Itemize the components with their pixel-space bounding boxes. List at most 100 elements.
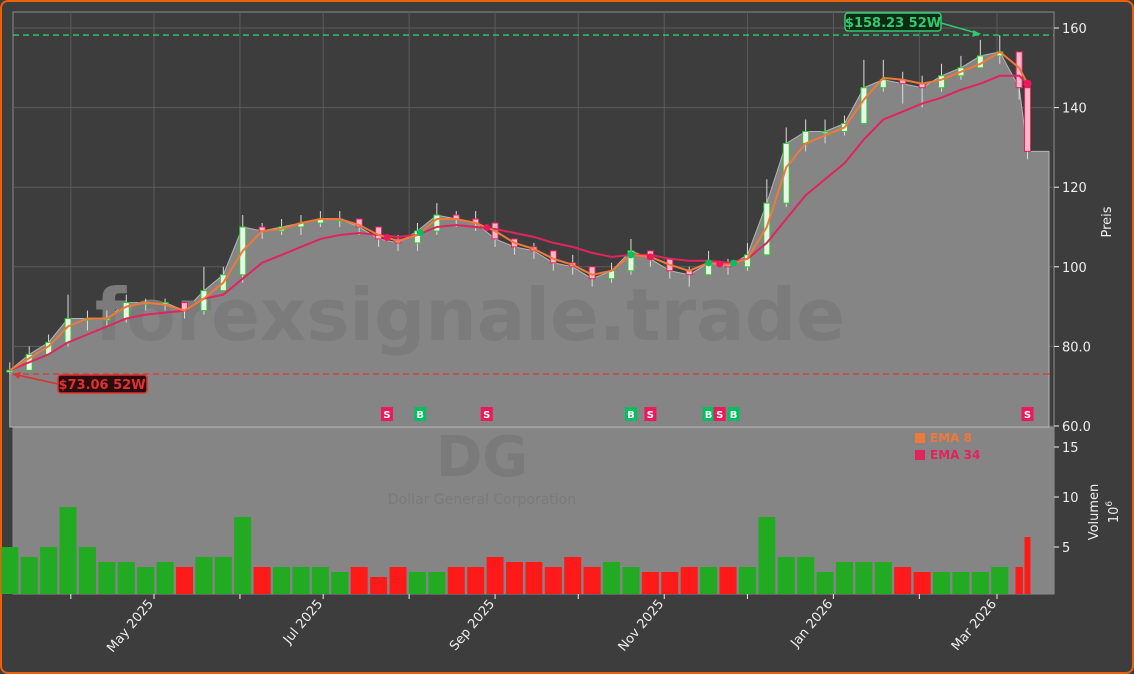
volume-bar <box>1 547 19 594</box>
price-tick-label: 100 <box>1062 261 1087 276</box>
legend-label-ema34: EMA 34 <box>930 448 980 462</box>
buy-signal-marker <box>702 407 715 421</box>
volume-bar <box>777 557 795 594</box>
volume-bar <box>137 567 155 594</box>
volume-bar <box>680 567 698 594</box>
volume-bar <box>234 517 252 594</box>
volume-bar <box>156 562 174 594</box>
legend-swatch-ema8 <box>915 433 925 443</box>
volume-bar <box>292 567 310 594</box>
volume-bar <box>486 557 504 594</box>
volume-bar <box>603 562 621 594</box>
crossover-dot <box>416 229 424 237</box>
volume-bar <box>59 507 77 594</box>
volume-bar <box>991 567 1009 594</box>
volume-bar <box>311 567 329 594</box>
volume-bar <box>564 557 582 594</box>
high-52w-label-box <box>844 12 942 32</box>
volume-bar <box>913 572 931 594</box>
x-tick-label: Nov 2025 <box>616 597 668 655</box>
candle-body <box>122 302 130 320</box>
price-tick-label: 120 <box>1062 181 1087 196</box>
volume-bar <box>952 572 970 594</box>
volume-bar <box>835 562 853 594</box>
crossover-dot <box>646 253 654 261</box>
volume-bar <box>447 567 465 594</box>
x-tick-label: Jan 2026 <box>788 597 837 651</box>
candle-body <box>879 79 887 89</box>
price-tick-label: 140 <box>1062 102 1087 117</box>
candle-body <box>821 130 829 134</box>
volume-bar <box>1015 567 1023 594</box>
volume-bar <box>933 572 951 594</box>
signal-label: B <box>705 410 713 421</box>
signal-label: S <box>647 410 654 421</box>
price-tick-label: 160 <box>1062 22 1087 37</box>
crossover-dot <box>705 259 713 267</box>
legend: EMA 8 EMA 34 <box>915 431 980 462</box>
volume-bar <box>661 572 679 594</box>
ema34-line <box>9 74 1029 372</box>
legend-label-ema8: EMA 8 <box>930 431 972 445</box>
sell-signal-marker <box>480 407 493 421</box>
candle-body <box>355 218 363 228</box>
volume-tick-label: 5 <box>1062 541 1070 556</box>
low-52w-arrowhead-icon <box>12 372 21 380</box>
volume-bar <box>370 577 388 594</box>
volume-bar <box>641 572 659 594</box>
volume-bar <box>719 567 737 594</box>
volume-unit-label: 106 <box>1105 501 1122 524</box>
ticker-watermark: DG <box>436 425 528 490</box>
volume-bar <box>98 562 116 594</box>
high-52w-label: $158.23 52W <box>845 16 941 31</box>
volume-bar <box>214 557 232 594</box>
volume-bar <box>622 567 640 594</box>
sell-signal-marker <box>1021 407 1034 421</box>
candle-body <box>763 202 771 256</box>
volume-bar <box>894 567 912 594</box>
buy-signal-marker <box>727 407 740 421</box>
volume-bar <box>428 572 446 594</box>
volume-bar <box>408 572 426 594</box>
candle-body <box>64 318 72 343</box>
volume-bar <box>700 567 718 594</box>
price-tick-label: 60.0 <box>1062 420 1091 435</box>
volume-unit-exponent: 6 <box>1105 501 1115 507</box>
x-tick-label: Mar 2026 <box>949 597 1000 654</box>
ema8-line <box>9 50 1029 372</box>
volume-bar <box>758 517 776 594</box>
volume-bar <box>350 567 368 594</box>
buy-signal-marker <box>624 407 637 421</box>
volume-bar <box>78 547 96 594</box>
candle-body <box>433 214 441 232</box>
volume-bar <box>331 572 349 594</box>
volume-unit-base: 10 <box>1107 507 1122 524</box>
crossover-dot <box>383 234 391 242</box>
x-tick-label: May 2025 <box>104 597 157 656</box>
low-52w-label: $73.06 52W <box>58 378 145 393</box>
signal-label: S <box>483 410 490 421</box>
volume-bar <box>253 567 271 594</box>
volume-bar <box>176 567 194 594</box>
volume-bar <box>525 562 543 594</box>
volume-tick-label: 10 <box>1062 491 1079 506</box>
sell-signal-marker <box>644 407 657 421</box>
crossover-dot <box>483 224 491 232</box>
volume-bar <box>117 562 135 594</box>
crossover-dot <box>627 251 635 259</box>
price-tick-label: 80.0 <box>1062 340 1091 355</box>
candle-body <box>860 87 868 125</box>
volume-bar <box>816 572 834 594</box>
volume-bar <box>195 557 213 594</box>
volume-tick-label: 15 <box>1062 441 1079 456</box>
volume-bar <box>874 562 892 594</box>
signal-label: S <box>383 410 390 421</box>
x-tick-label: Sep 2025 <box>447 597 498 654</box>
volume-bar <box>505 562 523 594</box>
low-52w-arrow <box>12 373 59 385</box>
candle-body <box>1023 87 1031 152</box>
volume-bar <box>544 567 562 594</box>
legend-swatch-ema34 <box>915 450 925 460</box>
volume-bar <box>273 567 291 594</box>
